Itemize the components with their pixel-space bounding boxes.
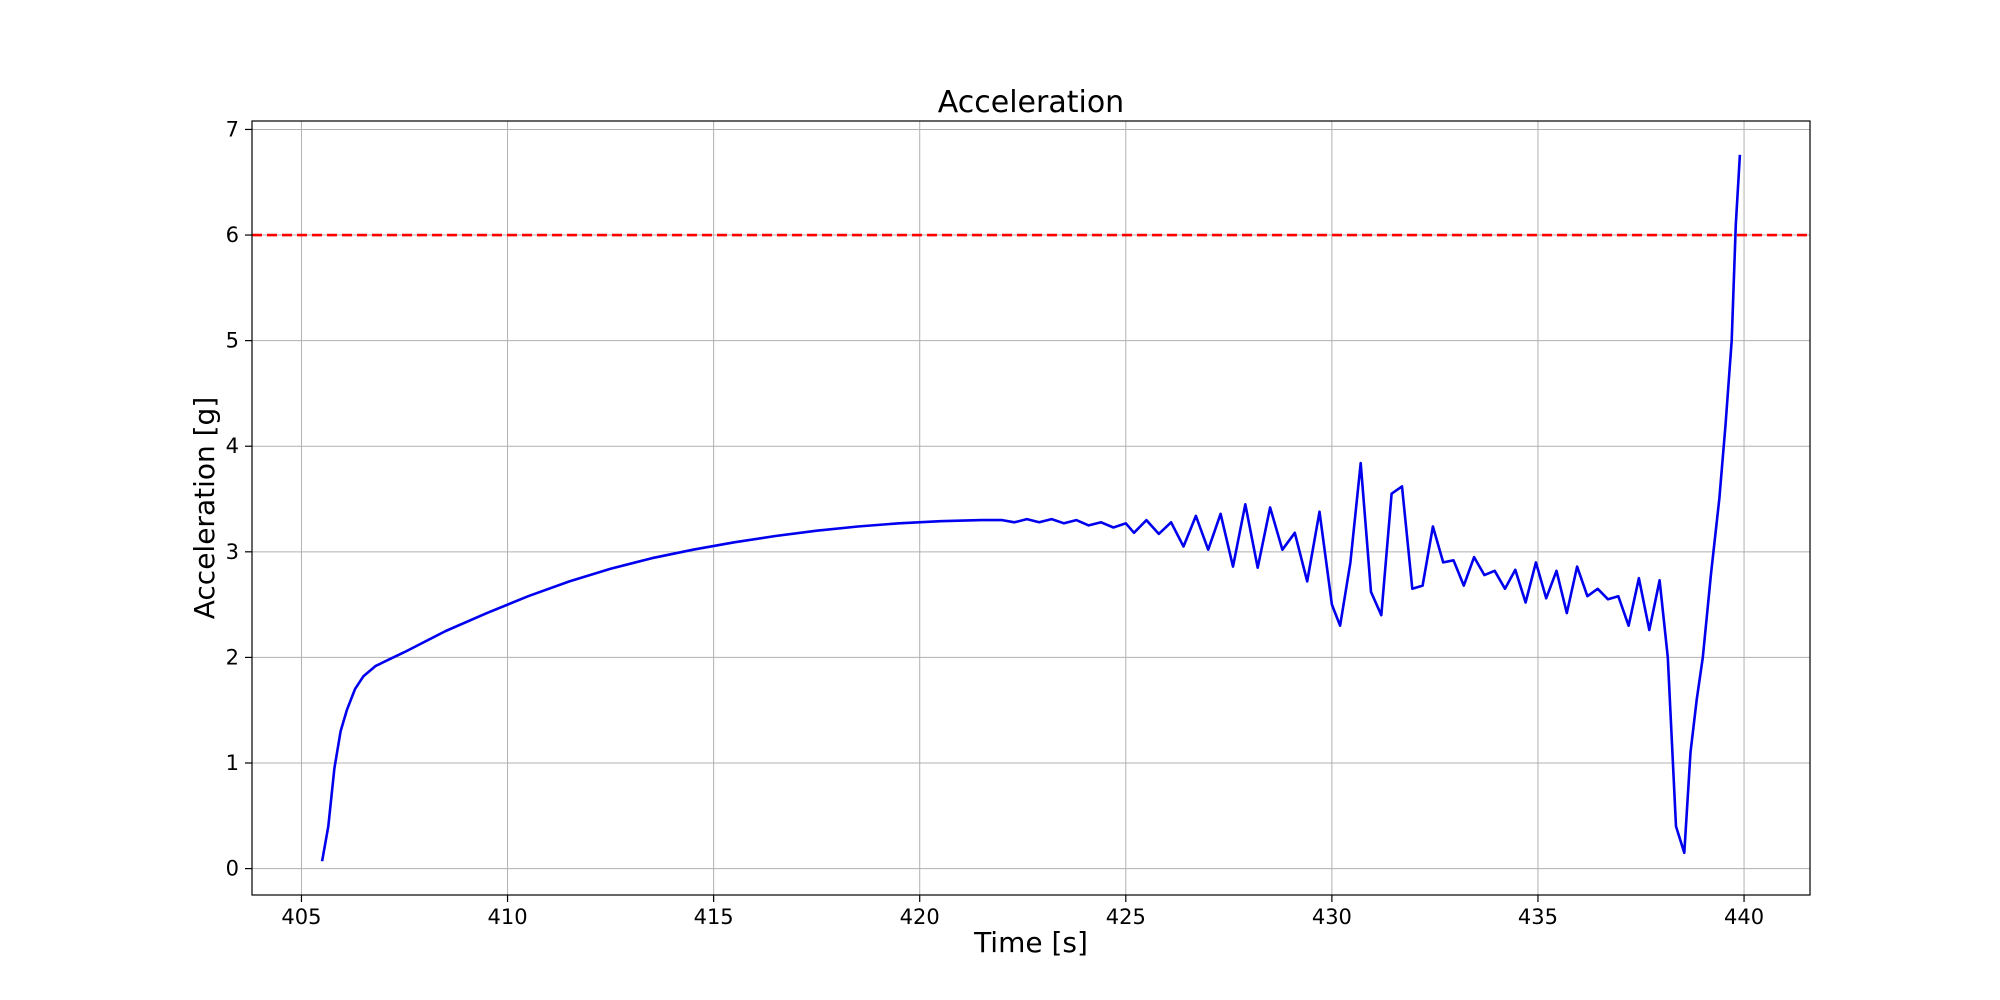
x-tick-label: 405 bbox=[281, 905, 321, 929]
y-tick-label: 7 bbox=[226, 117, 239, 141]
y-tick-label: 0 bbox=[226, 857, 239, 881]
x-axis-label: Time [s] bbox=[973, 926, 1088, 959]
x-tick-label: 440 bbox=[1724, 905, 1764, 929]
y-tick-label: 5 bbox=[226, 329, 239, 353]
x-tick-label: 410 bbox=[487, 905, 527, 929]
x-axis-ticks: 405 410 415 420 425 430 435 440 bbox=[281, 895, 1764, 929]
y-tick-label: 3 bbox=[226, 540, 239, 564]
x-tick-label: 425 bbox=[1106, 905, 1146, 929]
chart-title: Acceleration bbox=[938, 85, 1124, 120]
x-tick-label: 435 bbox=[1518, 905, 1558, 929]
y-axis-ticks: 0 1 2 3 4 5 6 7 bbox=[226, 117, 252, 881]
x-grid-lines bbox=[300, 121, 1745, 895]
x-tick-label: 420 bbox=[900, 905, 940, 929]
series-layer bbox=[320, 154, 1742, 862]
y-grid-lines bbox=[252, 128, 1810, 870]
plot-frame bbox=[251, 120, 1811, 896]
y-tick-label: 2 bbox=[226, 645, 239, 669]
x-tick-label: 415 bbox=[694, 905, 734, 929]
y-tick-label: 1 bbox=[226, 751, 239, 775]
x-tick-label: 430 bbox=[1312, 905, 1352, 929]
plot-background bbox=[252, 121, 1810, 895]
y-tick-label: 6 bbox=[226, 223, 239, 247]
acceleration-series-line bbox=[320, 154, 1742, 862]
y-axis-label: Acceleration [g] bbox=[188, 397, 221, 620]
y-tick-label: 4 bbox=[226, 434, 239, 458]
